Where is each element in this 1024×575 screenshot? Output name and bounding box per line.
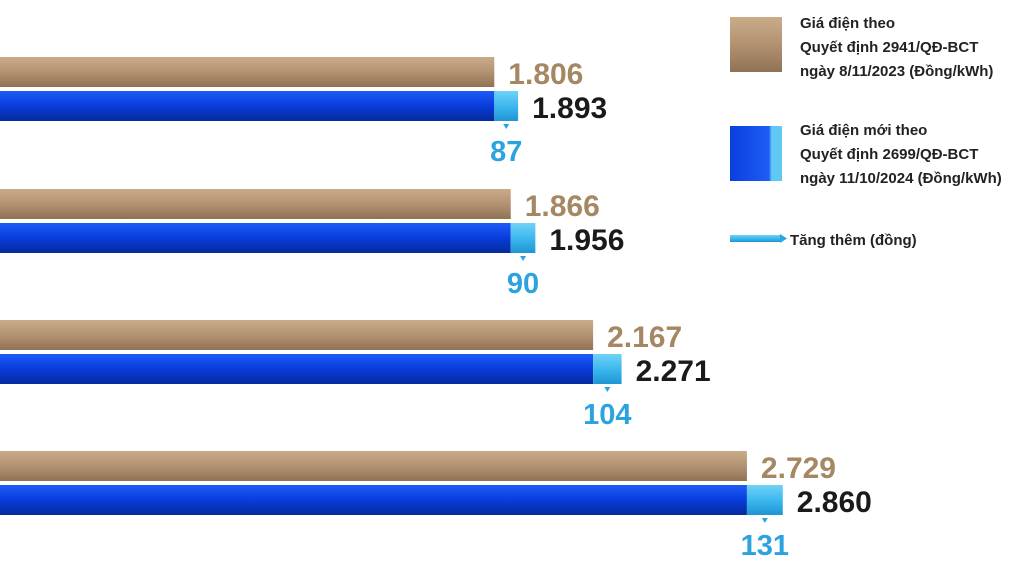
legend-old-text: Giá điện theo — [800, 15, 895, 32]
new-price-label: 2.271 — [636, 355, 711, 388]
legend-arrow-icon — [780, 234, 787, 243]
old-price-bar — [0, 451, 747, 481]
old-price-bar — [0, 57, 495, 87]
increase-pointer-icon — [761, 518, 768, 523]
old-price-label: 1.866 — [525, 190, 600, 223]
increase-label: 131 — [741, 530, 789, 562]
old-price-label: 2.167 — [607, 321, 682, 354]
old-price-label: 2.729 — [761, 452, 836, 485]
legend-new-text: Quyết định 2699/QĐ-BCT — [800, 146, 978, 163]
increase-pointer-icon — [520, 256, 527, 261]
new-price-bar — [0, 91, 495, 121]
new-price-label: 2.860 — [797, 486, 872, 519]
increase-pointer-icon — [503, 124, 510, 129]
new-price-bar — [0, 223, 511, 253]
legend-old-text: ngày 8/11/2023 (Đồng/kWh) — [800, 63, 993, 80]
increase-segment — [593, 354, 622, 384]
increase-label: 87 — [490, 136, 522, 168]
bars-layer — [0, 57, 783, 523]
old-price-bar — [0, 320, 594, 350]
old-price-bar — [0, 189, 511, 219]
old-price-label: 1.806 — [508, 58, 583, 91]
new-price-bar — [0, 354, 594, 384]
new-price-label: 1.893 — [532, 92, 607, 125]
legend: Giá điện theo Quyết định 2941/QĐ-BCT ngày … — [730, 15, 1002, 249]
increase-pointer-icon — [604, 387, 611, 392]
new-price-label: 1.956 — [549, 224, 624, 257]
increase-label: 90 — [507, 268, 539, 300]
increase-segment — [510, 223, 536, 253]
legend-old-swatch — [730, 17, 782, 72]
new-price-bar — [0, 485, 747, 515]
legend-increase-swatch — [730, 235, 780, 242]
increase-segment — [494, 91, 519, 121]
legend-new-text: ngày 11/10/2024 (Đồng/kWh) — [800, 170, 1002, 187]
legend-new-swatch — [730, 126, 782, 181]
legend-new-text: Giá điện mới theo — [800, 122, 927, 139]
legend-increase-text: Tăng thêm (đồng) — [790, 232, 917, 249]
increase-label: 104 — [583, 399, 631, 431]
increase-segment — [746, 485, 783, 515]
legend-old-text: Quyết định 2941/QĐ-BCT — [800, 39, 978, 56]
